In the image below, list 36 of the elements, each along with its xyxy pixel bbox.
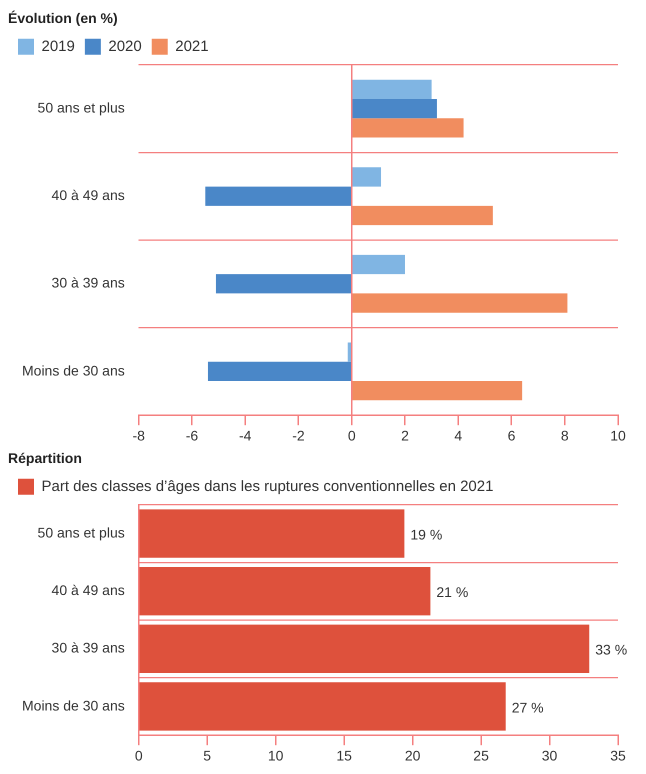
x-tick-label: 15 <box>336 747 352 764</box>
x-tick-label: 5 <box>203 747 212 764</box>
x-tick-label: 30 <box>542 747 558 764</box>
data-label: 27 % <box>512 699 544 716</box>
x-tick-label: -8 <box>132 427 146 444</box>
y-tick-label: 40 à 49 ans <box>52 582 125 598</box>
legend-label: 2019 <box>42 38 75 55</box>
legend-label: Part des classes d’âges dans les ruptures conventionnelles en 2021 <box>42 478 494 495</box>
x-tick-label: 2 <box>401 427 410 444</box>
y-tick-label: 30 à 39 ans <box>52 274 125 291</box>
legend-label: 2020 <box>108 38 142 55</box>
data-label: 33 % <box>595 642 628 658</box>
x-tick-label: 8 <box>560 427 569 444</box>
x-tick-label: 6 <box>508 427 516 444</box>
y-tick-label: 50 ans et plus <box>38 524 125 540</box>
x-tick-label: 0 <box>134 747 143 764</box>
legend-title: Répartition <box>8 450 82 466</box>
x-tick-label: 35 <box>610 747 626 764</box>
x-tick-label: 4 <box>454 427 462 444</box>
x-tick-label: -2 <box>292 427 305 444</box>
x-tick-label: 10 <box>268 747 284 764</box>
data-label: 19 % <box>410 526 442 542</box>
x-tick-label: 20 <box>404 747 421 764</box>
legend-label: 2021 <box>175 38 209 55</box>
x-tick-label: -6 <box>186 427 198 444</box>
y-tick-label: Moins de 30 ans <box>22 362 125 378</box>
y-tick-label: 30 à 39 ans <box>52 640 125 656</box>
data-label: 21 % <box>436 584 468 600</box>
x-tick-label: 25 <box>473 747 490 764</box>
legend-title: Évolution (en %) <box>8 10 118 26</box>
y-tick-label: Moins de 30 ans <box>22 697 125 714</box>
y-tick-label: 50 ans et plus <box>38 99 125 116</box>
x-tick-label: -4 <box>239 427 252 444</box>
y-tick-label: 40 à 49 ans <box>52 187 125 204</box>
x-tick-label: 0 <box>348 427 356 444</box>
x-tick-label: 10 <box>610 427 626 444</box>
